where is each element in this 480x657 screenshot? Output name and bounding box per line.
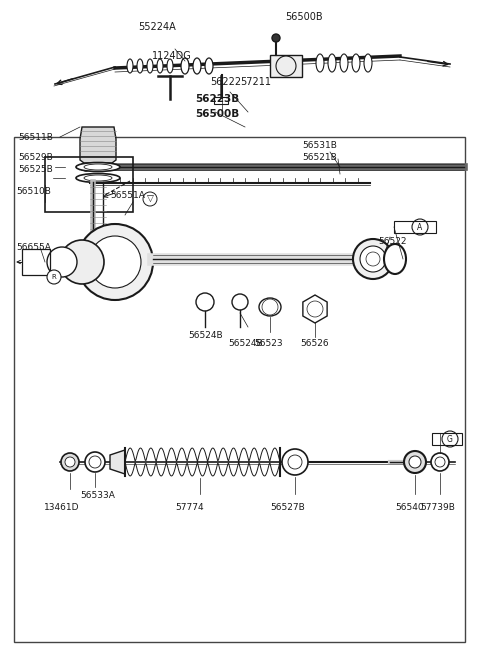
Ellipse shape bbox=[137, 59, 143, 73]
Text: 1124DG: 1124DG bbox=[152, 51, 192, 61]
Text: 56523: 56523 bbox=[254, 340, 283, 348]
Text: ▽: ▽ bbox=[146, 194, 154, 204]
Text: 56525B: 56525B bbox=[18, 164, 53, 173]
Text: A: A bbox=[418, 223, 422, 231]
Circle shape bbox=[77, 224, 153, 300]
Text: 56521B: 56521B bbox=[302, 152, 337, 162]
Ellipse shape bbox=[384, 244, 406, 274]
Polygon shape bbox=[303, 295, 327, 323]
Text: 56533A: 56533A bbox=[80, 491, 115, 499]
Text: 56524B: 56524B bbox=[188, 330, 223, 340]
Ellipse shape bbox=[84, 175, 112, 181]
Ellipse shape bbox=[316, 54, 324, 72]
Ellipse shape bbox=[147, 59, 153, 73]
Circle shape bbox=[276, 56, 296, 76]
Text: 56526: 56526 bbox=[300, 340, 329, 348]
Circle shape bbox=[412, 219, 428, 235]
Text: R: R bbox=[52, 274, 56, 280]
Circle shape bbox=[366, 252, 380, 266]
Text: 56500B: 56500B bbox=[285, 12, 323, 22]
Text: 56551A: 56551A bbox=[110, 191, 145, 200]
Polygon shape bbox=[110, 450, 125, 474]
Circle shape bbox=[282, 449, 308, 475]
Circle shape bbox=[65, 457, 75, 467]
Text: 13461D: 13461D bbox=[44, 503, 80, 512]
Ellipse shape bbox=[157, 59, 163, 73]
Ellipse shape bbox=[205, 58, 213, 74]
Circle shape bbox=[47, 270, 61, 284]
Bar bbox=[394, 221, 436, 233]
Circle shape bbox=[360, 246, 386, 272]
Ellipse shape bbox=[193, 58, 201, 74]
Text: 56511B: 56511B bbox=[18, 133, 53, 141]
Ellipse shape bbox=[328, 54, 336, 72]
Circle shape bbox=[143, 192, 157, 206]
Text: 57774: 57774 bbox=[175, 503, 204, 512]
Text: 56527B: 56527B bbox=[270, 503, 305, 512]
Ellipse shape bbox=[352, 54, 360, 72]
Ellipse shape bbox=[259, 298, 281, 316]
Bar bbox=[270, 55, 302, 77]
Circle shape bbox=[60, 240, 104, 284]
Bar bbox=[14, 137, 465, 642]
Text: 57739B: 57739B bbox=[420, 503, 455, 512]
Circle shape bbox=[61, 453, 79, 471]
Circle shape bbox=[272, 34, 280, 42]
Circle shape bbox=[435, 457, 445, 467]
Text: 57211: 57211 bbox=[240, 77, 271, 87]
Text: 56655A: 56655A bbox=[16, 242, 51, 252]
Text: 56529B: 56529B bbox=[18, 152, 53, 162]
Bar bbox=[214, 97, 228, 104]
Circle shape bbox=[404, 451, 426, 473]
Circle shape bbox=[431, 453, 449, 471]
Text: 56524B: 56524B bbox=[228, 340, 263, 348]
Circle shape bbox=[307, 301, 323, 317]
Text: 56222: 56222 bbox=[210, 77, 241, 87]
Ellipse shape bbox=[181, 58, 189, 74]
Ellipse shape bbox=[76, 162, 120, 171]
Ellipse shape bbox=[364, 54, 372, 72]
Circle shape bbox=[353, 239, 393, 279]
Text: 55224A: 55224A bbox=[138, 22, 176, 32]
Circle shape bbox=[262, 299, 278, 315]
Bar bbox=[22, 249, 50, 275]
Bar bbox=[45, 157, 133, 212]
Circle shape bbox=[196, 293, 214, 311]
Circle shape bbox=[409, 456, 421, 468]
Circle shape bbox=[47, 247, 77, 277]
Text: 56540: 56540 bbox=[395, 503, 424, 512]
Bar bbox=[432, 433, 462, 445]
Ellipse shape bbox=[76, 173, 120, 183]
Text: 56223B: 56223B bbox=[195, 94, 239, 104]
Ellipse shape bbox=[127, 59, 133, 73]
Ellipse shape bbox=[82, 163, 90, 171]
Ellipse shape bbox=[340, 54, 348, 72]
Ellipse shape bbox=[167, 59, 173, 73]
Text: 56510B: 56510B bbox=[16, 187, 51, 196]
Ellipse shape bbox=[84, 164, 112, 170]
Circle shape bbox=[442, 431, 458, 447]
Text: G: G bbox=[447, 434, 453, 443]
Circle shape bbox=[89, 236, 141, 288]
Polygon shape bbox=[80, 127, 116, 163]
Circle shape bbox=[89, 456, 101, 468]
Circle shape bbox=[288, 455, 302, 469]
Text: 56522: 56522 bbox=[378, 237, 407, 246]
Text: 56531B: 56531B bbox=[302, 141, 337, 150]
Circle shape bbox=[85, 452, 105, 472]
Text: 56500B: 56500B bbox=[195, 109, 239, 119]
Circle shape bbox=[232, 294, 248, 310]
